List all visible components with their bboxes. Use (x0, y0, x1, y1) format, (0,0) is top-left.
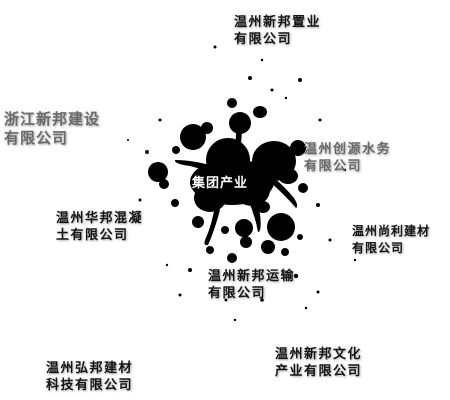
ink-splash-blots (127, 45, 357, 322)
company-name-line2: 科技有限公司 (46, 378, 134, 393)
company-label-yunshu: 温州新邦运输 有限公司 (208, 268, 295, 302)
company-name-line2: 有限公司 (208, 286, 267, 301)
company-label-shangli-jiancai: 温州尚利建材 有限公司 (352, 223, 430, 257)
company-name-line1: 温州新邦运输 (208, 269, 296, 284)
company-name-line2: 有限公司 (234, 32, 293, 47)
company-label-zhejiang-jianshe: 浙江新邦建设 有限公司 (4, 110, 100, 148)
company-name-line2: 有限公司 (4, 129, 69, 147)
company-name-line1: 温州华邦混凝 (56, 211, 144, 226)
company-name-line1: 温州创源水务 (304, 142, 392, 157)
company-label-zhiye: 温州新邦置业 有限公司 (234, 14, 321, 48)
company-name-line1: 温州尚利建材 (352, 224, 431, 238)
company-name-line1: 温州弘邦建材 (46, 361, 134, 376)
company-label-chuangyuan-shuiwu: 温州创源水务 有限公司 (304, 141, 391, 175)
company-label-wenhua-chanye: 温州新邦文化 产业有限公司 (275, 346, 362, 380)
company-name-line1: 温州新邦文化 (275, 347, 363, 362)
company-name-line1: 浙江新邦建设 (4, 110, 101, 128)
company-name-line2: 产业有限公司 (275, 364, 363, 379)
company-name-line2: 有限公司 (304, 159, 363, 174)
company-name-line1: 温州新邦置业 (234, 15, 322, 30)
company-label-hongbang-jiancai: 温州弘邦建材 科技有限公司 (46, 360, 133, 394)
center-label-group-industry: 集团产业 (192, 176, 249, 191)
company-name-line2: 土有限公司 (56, 228, 129, 243)
company-label-huabang-hunningtu: 温州华邦混凝 土有限公司 (56, 210, 143, 244)
company-name-line2: 有限公司 (352, 241, 405, 255)
